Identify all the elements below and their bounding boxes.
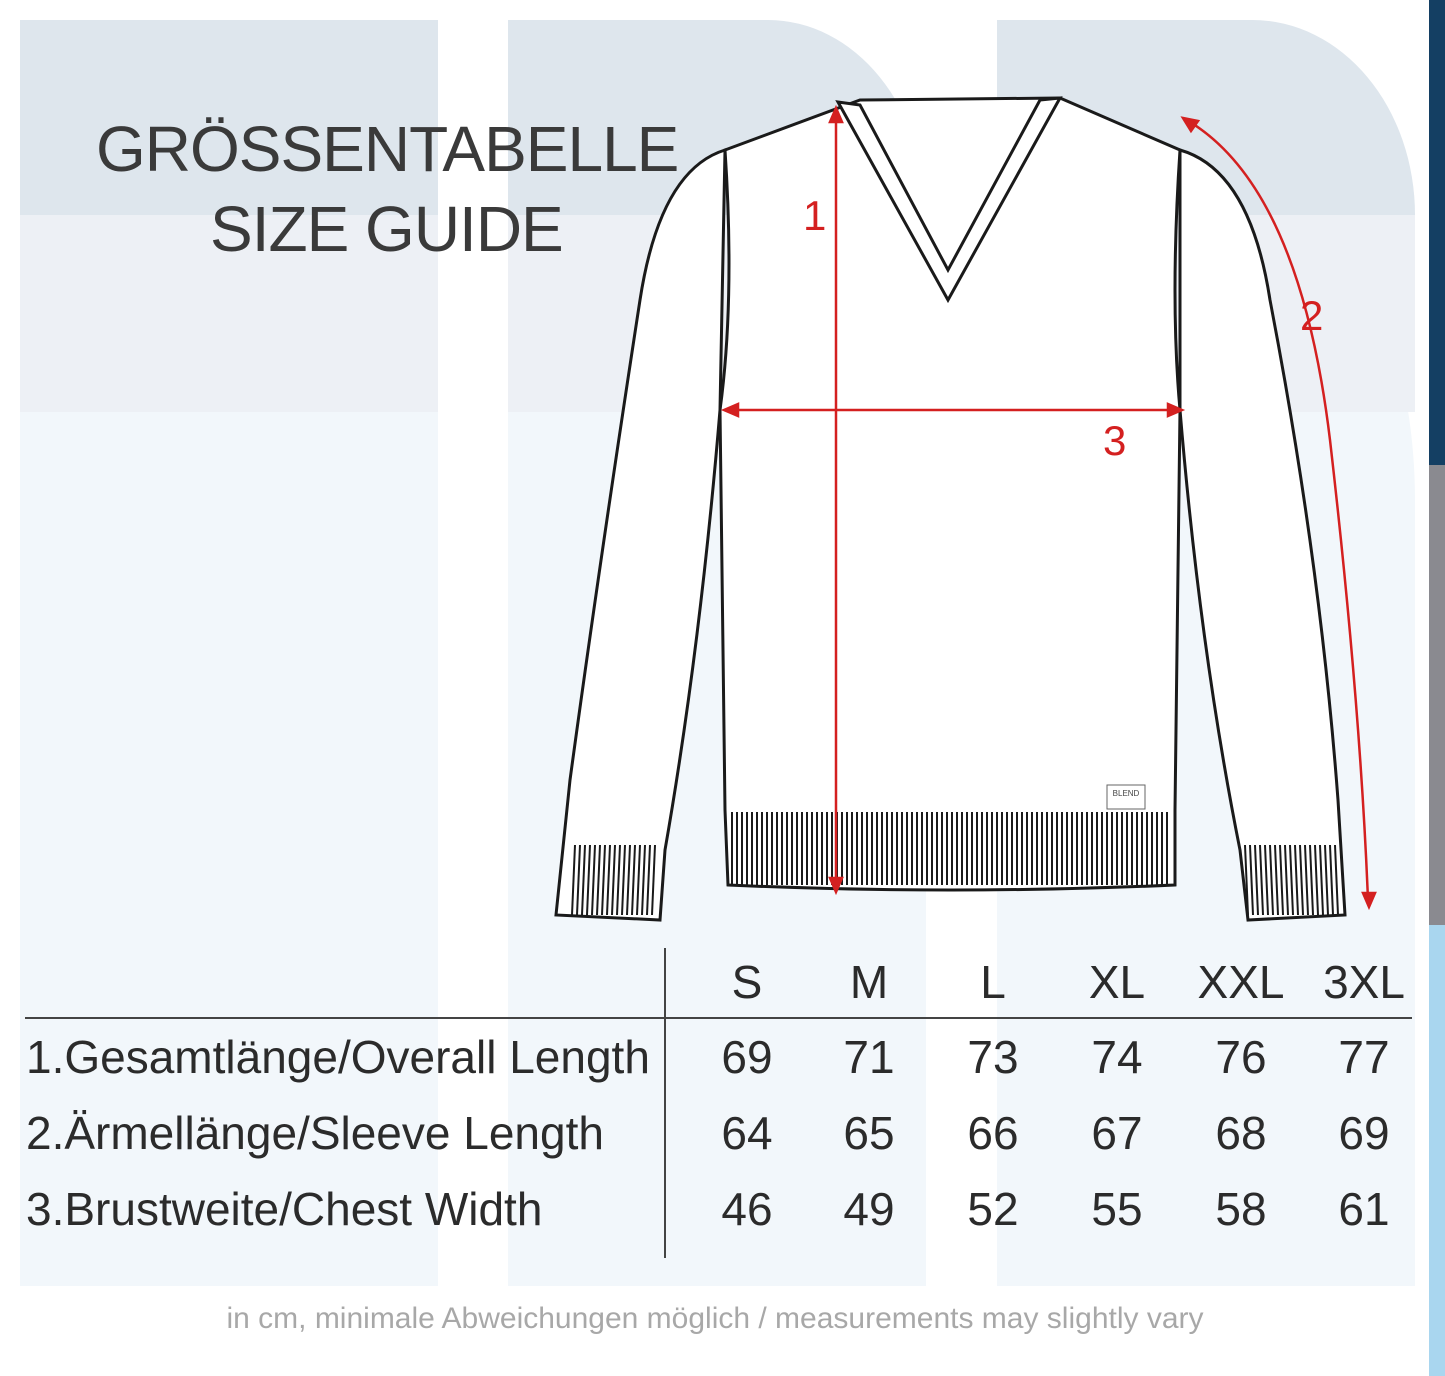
size-header: L [980, 956, 1006, 1008]
table-cell: 66 [967, 1107, 1019, 1159]
v-neck [835, 96, 1063, 304]
table-cell: 46 [721, 1183, 773, 1235]
right-sleeve [1178, 148, 1347, 922]
table-cell: 49 [843, 1183, 895, 1235]
table-cell: 55 [1091, 1183, 1143, 1235]
size-header: 3XL [1323, 956, 1405, 1008]
brand-label-text: BLEND [1113, 789, 1140, 798]
size-header: XXL [1197, 956, 1285, 1008]
table-cell: 74 [1091, 1031, 1143, 1083]
marker-2: 2 [1300, 292, 1323, 339]
table-divider-horizontal [25, 1017, 1412, 1019]
color-bar-navy [1429, 0, 1445, 465]
marker-1: 1 [803, 192, 826, 239]
left-sleeve [554, 147, 727, 922]
size-header: XL [1088, 956, 1146, 1008]
table-cell: 67 [1091, 1107, 1143, 1159]
table-cell: 69 [1338, 1107, 1390, 1159]
title-english: SIZE GUIDE [210, 193, 564, 265]
measurement-label: 2.Ärmellänge/Sleeve Length [26, 1107, 604, 1159]
sweater-body [718, 96, 1182, 892]
table-cell: 52 [967, 1183, 1019, 1235]
marker-3: 3 [1103, 417, 1126, 464]
measurement-label: 3.Brustweite/Chest Width [26, 1183, 543, 1235]
background-panel [20, 20, 438, 1286]
table-cell: 68 [1215, 1107, 1267, 1159]
table-cell: 61 [1338, 1183, 1390, 1235]
brand-label [1106, 784, 1146, 810]
table-cell: 58 [1215, 1183, 1267, 1235]
table-cell: 71 [843, 1031, 895, 1083]
table-cell: 64 [721, 1107, 773, 1159]
color-bar-gray [1429, 465, 1445, 925]
table-cell: 77 [1338, 1031, 1390, 1083]
table-cell: 76 [1215, 1031, 1267, 1083]
measure-line-sleeve [1189, 120, 1370, 901]
title-german: GRÖSSENTABELLE [96, 113, 679, 185]
size-header: M [849, 956, 889, 1008]
sweater-illustration: BLEND 1 2 3 [554, 96, 1377, 922]
table-divider-vertical [664, 948, 666, 1258]
table-cell: 65 [843, 1107, 895, 1159]
table-cell: 73 [967, 1031, 1019, 1083]
ribbing [571, 812, 1339, 916]
table-cell: 69 [721, 1031, 773, 1083]
footnote: in cm, minimale Abweichungen möglich / m… [226, 1302, 1204, 1335]
measurement-label: 1.Gesamtlänge/Overall Length [26, 1031, 650, 1083]
color-bar-lightblue [1429, 925, 1445, 1376]
size-header: S [731, 956, 763, 1008]
